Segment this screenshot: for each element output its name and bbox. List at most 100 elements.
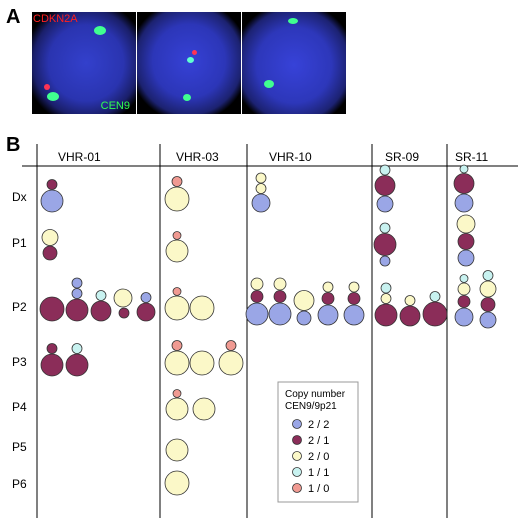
cell-circle bbox=[171, 340, 183, 351]
green-signal bbox=[47, 92, 59, 101]
cell-circle bbox=[347, 292, 361, 305]
panel-a-letter: A bbox=[6, 6, 21, 28]
cell-clone bbox=[189, 350, 215, 376]
cell-clones bbox=[39, 164, 497, 496]
row-label: P3 bbox=[12, 355, 27, 369]
cell-clone bbox=[164, 176, 190, 212]
cell-circle bbox=[71, 277, 83, 289]
cell-circle bbox=[255, 183, 267, 194]
panel-b-letter: B bbox=[6, 134, 21, 156]
cell-circle bbox=[321, 292, 335, 305]
legend-item: 2 / 1 bbox=[292, 435, 329, 447]
cell-clone bbox=[317, 281, 339, 326]
cell-circle bbox=[40, 189, 64, 213]
cell-clone bbox=[164, 470, 190, 496]
legend-item: 1 / 1 bbox=[292, 467, 329, 479]
cell-circle bbox=[172, 287, 182, 296]
cell-circle bbox=[373, 233, 397, 256]
cell-clone bbox=[165, 231, 189, 263]
cell-circle bbox=[136, 302, 156, 322]
cell-circle bbox=[454, 307, 474, 327]
cell-circle bbox=[225, 340, 237, 351]
cell-circle bbox=[479, 311, 497, 329]
cell-circle bbox=[165, 397, 189, 421]
cell-circle bbox=[192, 397, 216, 421]
cell-clone bbox=[374, 282, 398, 327]
cell-circle bbox=[245, 302, 269, 326]
cell-circle bbox=[380, 282, 392, 294]
cell-circle bbox=[164, 470, 190, 496]
cell-clone bbox=[251, 172, 271, 213]
row-label: P4 bbox=[12, 400, 27, 414]
cell-clone bbox=[343, 281, 365, 326]
cell-circle bbox=[454, 193, 474, 213]
cell-circle bbox=[482, 270, 494, 281]
cell-circle bbox=[480, 297, 496, 312]
green-signal bbox=[264, 80, 274, 88]
cell-clone bbox=[218, 340, 244, 376]
cell-clone bbox=[113, 288, 133, 308]
cell-clone bbox=[164, 287, 190, 321]
cell-circle bbox=[165, 239, 189, 263]
cell-circle bbox=[374, 175, 396, 196]
legend-label: 1 / 0 bbox=[308, 483, 329, 495]
column-header: VHR-10 bbox=[269, 150, 312, 164]
cell-circle bbox=[250, 290, 264, 303]
cell-circle bbox=[457, 282, 471, 296]
cell-circle bbox=[322, 281, 334, 293]
cell-circle bbox=[71, 343, 83, 354]
cell-circle bbox=[172, 389, 182, 398]
cell-circle bbox=[118, 307, 130, 319]
cell-clone bbox=[39, 296, 65, 322]
fish-image-2 bbox=[137, 12, 241, 114]
cell-clone bbox=[40, 179, 64, 213]
nucleus bbox=[242, 12, 346, 114]
cell-clone bbox=[373, 222, 397, 267]
cell-clone bbox=[456, 214, 476, 267]
cell-circle bbox=[317, 304, 339, 326]
red-signal bbox=[192, 50, 197, 55]
green-signal bbox=[288, 18, 298, 24]
cen9-label: CEN9 bbox=[100, 100, 130, 112]
cell-clone bbox=[41, 229, 59, 261]
column-header: VHR-03 bbox=[176, 150, 219, 164]
green-signal bbox=[94, 26, 106, 35]
cell-circle bbox=[113, 288, 133, 308]
cell-clone bbox=[399, 295, 421, 327]
green-signal bbox=[187, 57, 194, 63]
green-signal bbox=[183, 94, 191, 101]
cell-circle bbox=[42, 245, 58, 261]
cell-clone bbox=[293, 290, 315, 326]
cell-circle bbox=[376, 195, 394, 213]
cell-circle bbox=[164, 350, 190, 376]
legend-label: 2 / 0 bbox=[308, 451, 329, 463]
legend-item: 2 / 2 bbox=[292, 419, 329, 431]
cell-clone bbox=[422, 291, 448, 327]
cdkn2a-label: CDKN2A bbox=[33, 13, 78, 25]
cell-circle bbox=[457, 249, 475, 267]
cell-circle bbox=[379, 222, 391, 234]
row-label: Dx bbox=[12, 190, 27, 204]
cell-circle bbox=[164, 186, 190, 212]
cell-circle bbox=[65, 298, 89, 322]
column-header: SR-09 bbox=[385, 150, 419, 164]
legend-swatch bbox=[292, 467, 302, 477]
cell-circle bbox=[457, 295, 471, 308]
legend-swatch bbox=[292, 435, 302, 445]
cell-clone bbox=[165, 438, 189, 462]
cell-circle bbox=[171, 176, 183, 187]
cell-circle bbox=[140, 292, 152, 303]
legend-item: 1 / 0 bbox=[292, 483, 329, 495]
cell-circle bbox=[90, 300, 112, 322]
cell-circle bbox=[164, 295, 190, 321]
cell-circle bbox=[39, 296, 65, 322]
cell-circle bbox=[379, 164, 391, 176]
legend-label: 1 / 1 bbox=[308, 467, 329, 479]
cell-clone bbox=[65, 277, 89, 322]
cell-clone bbox=[192, 397, 216, 421]
cell-circle bbox=[273, 277, 287, 291]
row-label: P6 bbox=[12, 477, 27, 491]
legend-title: CEN9/9p21 bbox=[285, 401, 337, 412]
cell-clone bbox=[453, 164, 475, 213]
legend-items: 2 / 2 2 / 1 2 / 0 1 / 1 1 / 0 bbox=[292, 419, 329, 495]
